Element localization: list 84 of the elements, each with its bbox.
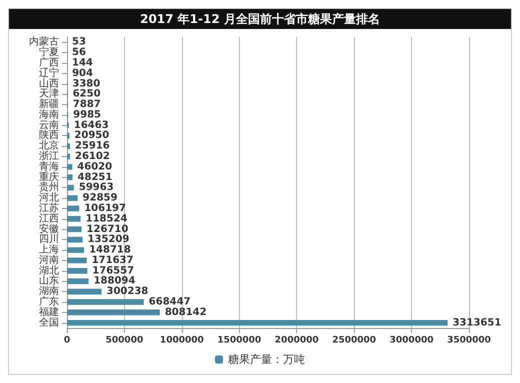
data-label: 188094	[94, 276, 136, 287]
bar	[67, 226, 82, 232]
data-label: 9985	[73, 109, 102, 120]
data-label: 808142	[164, 306, 207, 318]
bar	[67, 258, 87, 264]
data-label: 126710	[86, 224, 128, 235]
y-tick-label: 内蒙古	[29, 36, 59, 48]
bar	[67, 174, 73, 180]
data-label: 171637	[92, 254, 134, 266]
y-tick-label: 天津	[39, 88, 59, 100]
data-label: 118524	[86, 213, 128, 224]
bar	[67, 268, 88, 274]
data-label: 46020	[77, 161, 112, 172]
y-tick-label: 湖南	[39, 285, 59, 298]
bar	[67, 206, 80, 212]
y-tick-label: 河北	[39, 192, 59, 204]
x-tick-label: 1500000	[217, 336, 262, 346]
x-tick-label: 3500000	[447, 336, 491, 346]
chart-title: 2017 年1-12 月全国前十省市糖果产量排名	[9, 9, 511, 29]
bar	[67, 278, 89, 284]
data-label: 3380	[72, 78, 100, 90]
bar	[67, 236, 83, 243]
bar	[67, 184, 74, 191]
data-label: 48251	[78, 172, 112, 183]
bar	[67, 143, 70, 149]
x-tick-label: 2500000	[332, 336, 376, 346]
data-label: 20950	[74, 130, 110, 142]
data-label: 7887	[72, 99, 101, 110]
y-tick-label: 江苏	[39, 202, 59, 214]
y-tick-label: 福建	[39, 306, 59, 318]
data-label: 59963	[78, 182, 114, 194]
y-tick-label: 全国	[39, 316, 59, 328]
x-tick-label: 1000000	[160, 336, 204, 346]
bar	[67, 320, 448, 326]
bar	[67, 216, 81, 222]
data-label: 148718	[89, 244, 131, 256]
bar	[67, 247, 84, 253]
x-tick-label: 500000	[106, 336, 144, 346]
data-label: 904	[72, 68, 94, 79]
y-tick-label: 安徽	[39, 222, 59, 235]
data-label: 16463	[74, 120, 109, 131]
data-label: 25916	[74, 140, 110, 152]
y-tick-label: 浙江	[39, 150, 59, 162]
data-label: 56	[72, 47, 86, 58]
bar	[67, 195, 78, 201]
y-tick-label: 广东	[39, 296, 59, 308]
x-tick-label: 2000000	[274, 336, 319, 346]
y-tick-label: 北京	[39, 140, 59, 152]
y-tick-label: 广西	[39, 56, 59, 68]
y-tick-label: 贵州	[39, 181, 59, 194]
y-tick-label: 河南	[39, 254, 59, 266]
y-tick-label: 上海	[39, 244, 59, 256]
data-label: 53	[72, 36, 86, 48]
y-tick-label: 辽宁	[39, 66, 59, 79]
y-tick-label: 山西	[39, 77, 59, 90]
x-tick-label: 3000000	[390, 336, 434, 346]
data-label: 26102	[75, 151, 110, 162]
legend-label: 糖果产量：万吨	[228, 353, 305, 366]
bar	[67, 288, 102, 294]
y-tick-label: 云南	[39, 118, 59, 131]
data-label: 300238	[106, 286, 148, 298]
y-tick-label: 青海	[39, 160, 59, 172]
y-tick-label: 重庆	[39, 170, 59, 183]
data-label: 3313651	[452, 317, 502, 328]
y-tick-label: 新疆	[39, 98, 59, 110]
y-tick-label: 陕西	[39, 129, 59, 142]
data-label: 668447	[148, 296, 191, 308]
y-tick-label: 湖北	[39, 264, 59, 276]
x-tick-label: 0	[64, 336, 70, 346]
data-label: 135209	[88, 234, 130, 246]
y-tick-label: 海南	[39, 108, 59, 120]
bar	[67, 299, 144, 305]
data-label: 106197	[84, 202, 126, 214]
bar	[67, 310, 160, 316]
data-label: 144	[72, 57, 93, 68]
bar	[67, 154, 70, 160]
y-tick-label: 宁夏	[39, 46, 59, 58]
data-label: 92859	[82, 192, 118, 204]
data-label: 176557	[92, 265, 134, 276]
y-tick-label: 江西	[39, 212, 59, 224]
y-tick-label: 山东	[39, 274, 59, 287]
bar	[67, 164, 72, 170]
y-tick-label: 四川	[39, 233, 59, 246]
data-label: 6250	[72, 88, 101, 100]
